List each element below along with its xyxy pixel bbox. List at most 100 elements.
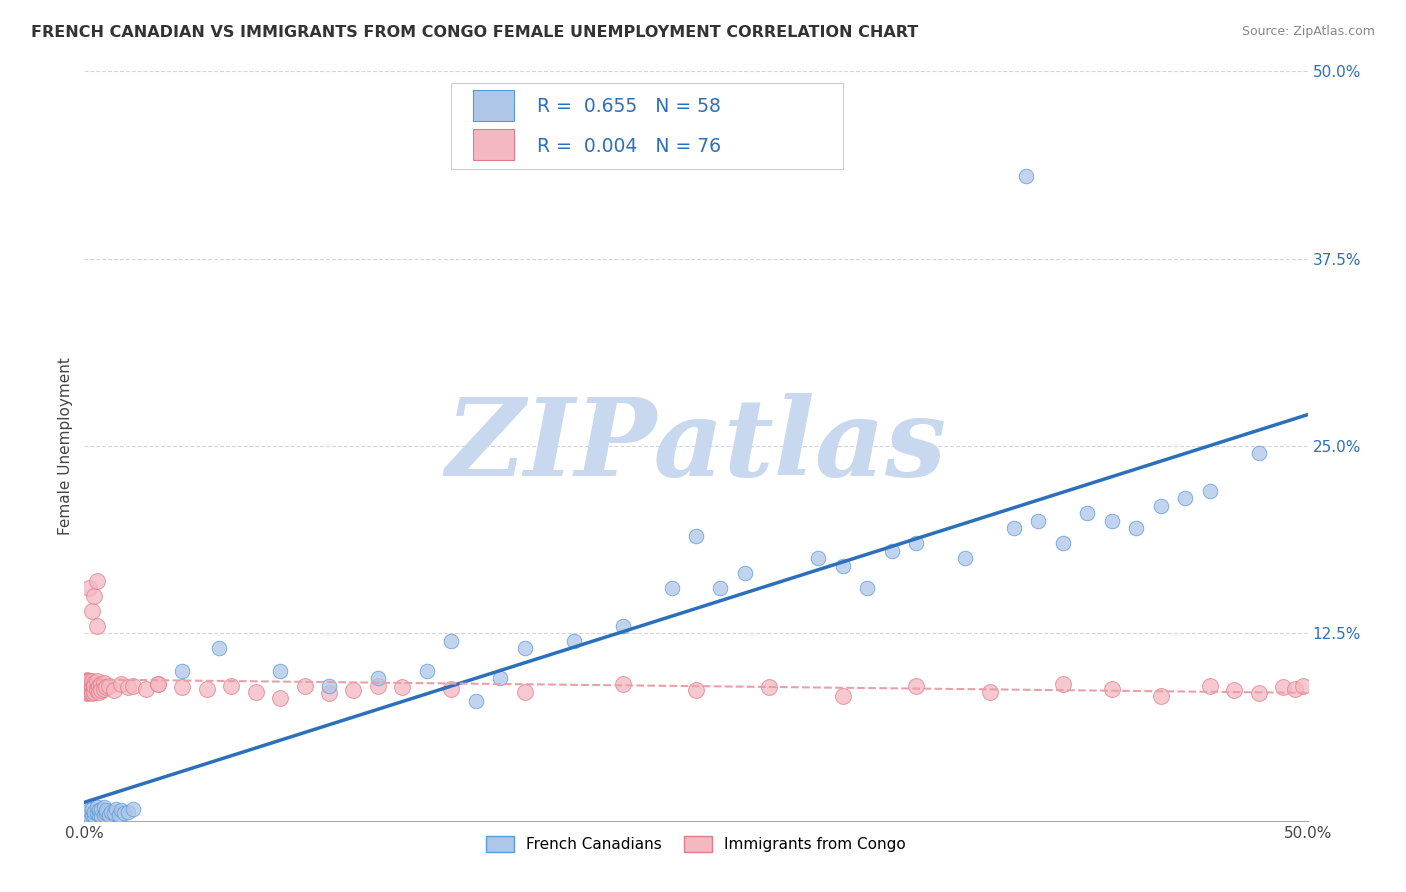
- Point: [208, 641, 231, 656]
- Point: [80, 604, 103, 618]
- Point: [1150, 499, 1173, 513]
- Point: [77, 675, 100, 690]
- Point: [97, 807, 120, 822]
- Point: [80, 680, 103, 694]
- Point: [831, 690, 853, 704]
- Point: [93, 675, 115, 690]
- Point: [76, 681, 98, 696]
- Point: [87, 685, 110, 699]
- Point: [146, 677, 169, 691]
- Point: [90, 683, 112, 698]
- Point: [734, 566, 756, 581]
- Point: [416, 664, 439, 678]
- Point: [96, 680, 118, 694]
- Point: [612, 677, 634, 691]
- Point: [107, 807, 129, 822]
- Point: [953, 551, 976, 566]
- Text: R =  0.655   N = 58: R = 0.655 N = 58: [537, 97, 721, 116]
- Point: [110, 803, 132, 817]
- Point: [1002, 521, 1025, 535]
- Point: [269, 690, 291, 705]
- Point: [76, 680, 98, 694]
- Point: [135, 681, 157, 696]
- Point: [83, 681, 105, 696]
- Point: [685, 529, 707, 543]
- Point: [83, 589, 105, 603]
- Point: [80, 807, 103, 822]
- Point: [105, 802, 128, 816]
- Point: [685, 683, 707, 698]
- Point: [122, 802, 145, 816]
- Point: [905, 536, 928, 550]
- Point: [80, 677, 103, 691]
- Point: [269, 664, 291, 678]
- Point: [76, 677, 98, 691]
- Point: [612, 619, 634, 633]
- Point: [77, 680, 100, 694]
- Point: [76, 675, 98, 690]
- Point: [117, 680, 139, 694]
- FancyBboxPatch shape: [451, 83, 842, 169]
- Point: [1198, 483, 1220, 498]
- Point: [76, 679, 98, 693]
- Point: [86, 800, 108, 814]
- Text: FRENCH CANADIAN VS IMMIGRANTS FROM CONGO FEMALE UNEMPLOYMENT CORRELATION CHART: FRENCH CANADIAN VS IMMIGRANTS FROM CONGO…: [31, 25, 918, 40]
- Point: [440, 633, 463, 648]
- Point: [1198, 679, 1220, 693]
- Point: [318, 679, 340, 693]
- Point: [513, 685, 536, 699]
- Point: [80, 683, 103, 698]
- Bar: [474, 90, 513, 121]
- Point: [80, 802, 103, 816]
- Point: [856, 582, 879, 596]
- Point: [100, 805, 122, 819]
- Point: [661, 582, 683, 596]
- Point: [93, 800, 115, 814]
- Point: [77, 679, 100, 693]
- Point: [76, 685, 98, 699]
- Point: [80, 686, 103, 700]
- Point: [83, 805, 105, 819]
- Point: [86, 574, 108, 588]
- Point: [709, 582, 731, 596]
- Point: [86, 683, 108, 698]
- Point: [77, 685, 100, 699]
- Point: [93, 807, 115, 822]
- Point: [77, 683, 100, 698]
- Point: [1150, 690, 1173, 704]
- Point: [77, 681, 100, 696]
- Point: [1015, 169, 1038, 184]
- Point: [87, 803, 110, 817]
- Point: [440, 681, 463, 696]
- Point: [86, 806, 108, 821]
- Point: [86, 680, 108, 694]
- Point: [367, 671, 389, 685]
- Bar: [474, 128, 513, 161]
- Point: [489, 671, 512, 685]
- Point: [1174, 491, 1197, 506]
- Point: [83, 685, 105, 699]
- Point: [1028, 514, 1050, 528]
- Point: [1247, 446, 1270, 460]
- Point: [172, 664, 194, 678]
- Point: [90, 809, 112, 823]
- Point: [1247, 686, 1270, 700]
- Point: [90, 802, 112, 816]
- Point: [1052, 536, 1074, 550]
- Point: [83, 679, 105, 693]
- Point: [367, 679, 389, 693]
- Point: [195, 681, 218, 696]
- Point: [76, 674, 98, 689]
- Point: [77, 677, 100, 691]
- Point: [76, 673, 98, 687]
- Point: [245, 685, 267, 699]
- Point: [83, 675, 105, 690]
- Point: [110, 677, 132, 691]
- Point: [172, 680, 194, 694]
- Point: [1292, 679, 1315, 693]
- Point: [294, 679, 316, 693]
- Point: [86, 674, 108, 689]
- Point: [76, 806, 98, 821]
- Y-axis label: Female Unemployment: Female Unemployment: [58, 357, 73, 535]
- Point: [77, 809, 100, 823]
